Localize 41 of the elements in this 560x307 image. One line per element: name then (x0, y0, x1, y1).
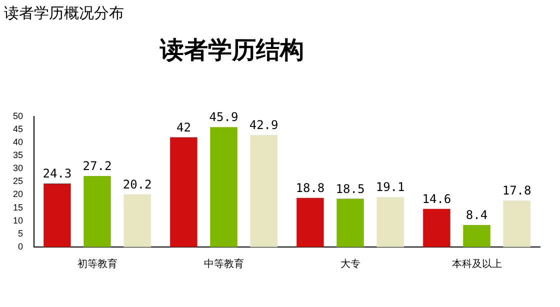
bar (336, 198, 364, 247)
y-tick-label: 45 (12, 124, 24, 134)
y-tick-label: 0 (18, 241, 24, 252)
y-tick-label: 20 (12, 189, 24, 200)
data-label: 45.9 (209, 110, 238, 124)
y-tick-label: 10 (12, 215, 24, 226)
bar (463, 225, 490, 247)
x-tick-label: 本科及以上 (452, 258, 502, 270)
bar (503, 200, 530, 247)
data-label: 14.6 (422, 192, 452, 206)
data-label: 19.1 (376, 180, 405, 194)
bar (44, 184, 71, 247)
data-label: 18.8 (296, 181, 325, 196)
bar (124, 194, 151, 247)
data-label: 20.2 (122, 177, 152, 192)
bar (84, 176, 111, 247)
data-label: 8.4 (466, 208, 488, 222)
y-tick-label: 40 (12, 137, 24, 148)
x-tick-label: 大专 (340, 258, 360, 270)
bar (250, 134, 278, 247)
y-tick-label: 35 (12, 150, 24, 160)
bar (296, 198, 324, 247)
data-label: 17.8 (502, 184, 532, 198)
y-tick-label: 5 (18, 228, 24, 238)
data-label: 42 (176, 120, 191, 134)
bar (376, 197, 404, 247)
y-tick-label: 25 (12, 176, 24, 186)
y-tick-label: 50 (12, 110, 24, 121)
bar (170, 137, 198, 247)
x-tick-label: 初等教育 (77, 258, 118, 270)
data-label: 27.2 (82, 159, 112, 174)
bar (423, 208, 450, 247)
x-tick-label: 中等教育 (204, 258, 244, 270)
data-label: 42.9 (249, 118, 278, 132)
bar (210, 127, 238, 247)
data-label: 24.3 (42, 166, 72, 181)
y-tick-label: 30 (12, 163, 24, 174)
text: 读者学历概况分布 (4, 4, 124, 23)
y-tick-label: 15 (12, 202, 24, 212)
chart-title: 读者学历结构 (160, 35, 304, 66)
data-label: 18.5 (336, 182, 365, 196)
